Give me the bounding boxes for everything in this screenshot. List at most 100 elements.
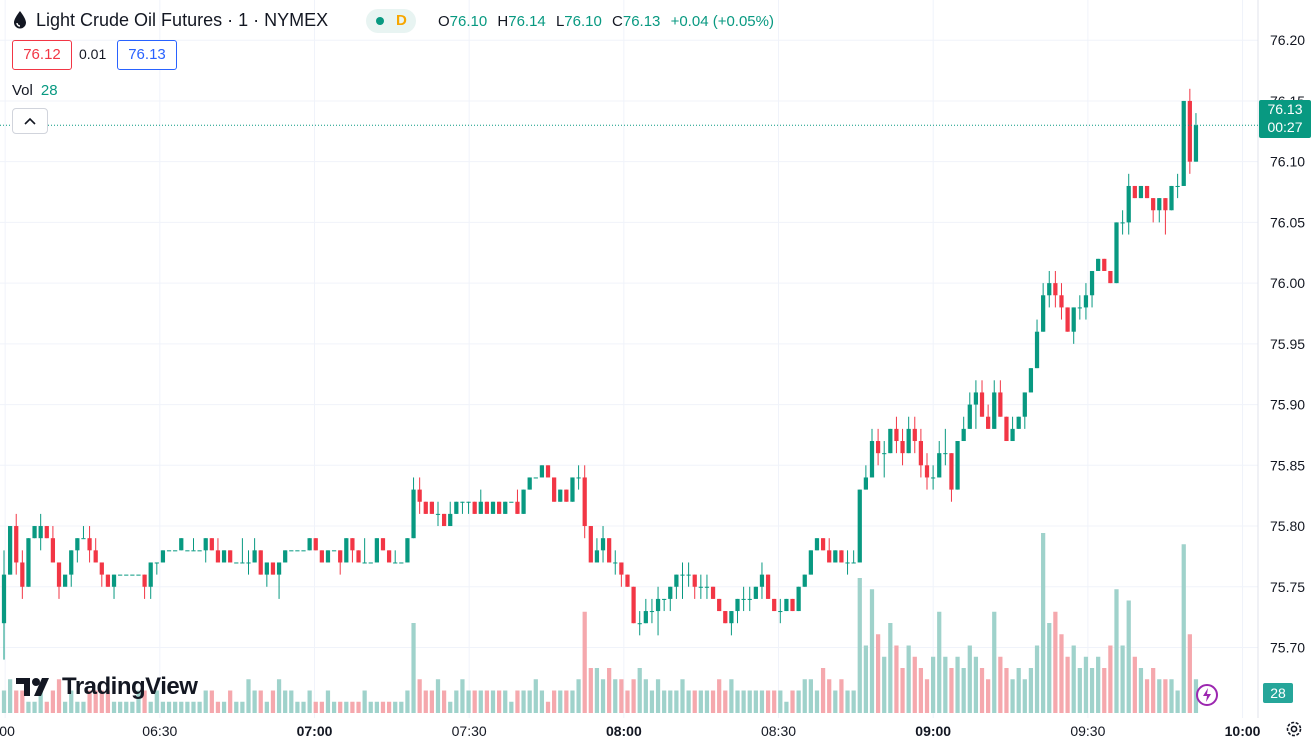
- volume-bar: [399, 701, 404, 713]
- volume-bar: [32, 701, 37, 713]
- volume-value: 28: [40, 82, 58, 99]
- candle: [142, 574, 147, 599]
- candle: [75, 538, 80, 563]
- candle: [1077, 295, 1082, 320]
- candle: [435, 501, 441, 527]
- candle: [405, 538, 410, 563]
- volume-bar: [75, 701, 80, 713]
- volume-bar: [289, 690, 294, 713]
- price-tick-label: 76.00: [1270, 275, 1305, 291]
- volume-bar: [637, 668, 642, 713]
- collapse-legend-button[interactable]: [12, 108, 48, 134]
- volume-bar: [668, 690, 673, 713]
- volume-bar: [961, 668, 966, 713]
- volume-bar: [1175, 690, 1180, 713]
- market-status-chip[interactable]: D: [366, 9, 416, 33]
- candle: [197, 550, 202, 552]
- volume-bar: [503, 690, 508, 713]
- volume-bar: [69, 690, 74, 713]
- volume-bar: [894, 645, 899, 713]
- volume-bar: [393, 701, 398, 713]
- volume-bar: [625, 690, 630, 713]
- last-price-label: 76.13 00:27: [1259, 100, 1311, 138]
- volume-bar: [1108, 645, 1113, 713]
- volume-bar: [1077, 668, 1082, 713]
- candle: [1132, 185, 1137, 199]
- candle: [552, 477, 557, 502]
- volume-bar: [325, 690, 331, 713]
- candle: [246, 550, 251, 575]
- candle: [344, 538, 349, 563]
- volume-bar: [154, 690, 159, 713]
- candle: [772, 598, 777, 612]
- gear-icon[interactable]: [1284, 719, 1304, 739]
- volume-bar: [790, 690, 795, 713]
- buy-price-button[interactable]: 76.13: [117, 40, 177, 70]
- candle: [900, 428, 905, 466]
- volume-bar: [466, 690, 471, 713]
- candle: [111, 574, 117, 599]
- candle: [967, 392, 972, 429]
- volume-bar: [283, 690, 288, 713]
- lightning-icon[interactable]: [1196, 684, 1218, 706]
- volume-bar: [44, 701, 49, 713]
- time-tick-label: 09:30: [1070, 723, 1105, 739]
- candle: [759, 562, 765, 599]
- candle: [918, 428, 924, 478]
- symbol-title[interactable]: Light Crude Oil Futures · 1 · NYMEX: [36, 10, 329, 30]
- volume-bar: [1163, 679, 1168, 713]
- candle: [1108, 270, 1113, 284]
- volume-bar: [784, 701, 789, 713]
- candle: [1181, 100, 1186, 186]
- volume-bar: [197, 701, 202, 713]
- candle: [1, 550, 7, 660]
- volume-bar: [967, 645, 972, 713]
- volume-bar: [704, 690, 710, 713]
- candle: [717, 598, 722, 612]
- candlesticks: [1, 88, 1199, 660]
- volume-bar: [802, 679, 807, 713]
- oil-drop-icon: [14, 11, 26, 29]
- time-tick-label: 08:30: [761, 723, 796, 739]
- volume-bar: [594, 668, 600, 713]
- candle: [1089, 270, 1095, 308]
- candle: [613, 550, 618, 575]
- volume-bar: [338, 701, 343, 713]
- candle: [478, 489, 483, 514]
- volume-bar: [558, 690, 563, 713]
- candle: [460, 501, 465, 514]
- volume-bar: [276, 679, 282, 713]
- candle: [1022, 392, 1027, 429]
- candle: [448, 501, 453, 527]
- volume-bar: [686, 690, 691, 713]
- candle: [906, 416, 911, 454]
- volume-bar: [221, 701, 227, 713]
- candle: [600, 526, 606, 563]
- sell-price-button[interactable]: 76.12: [12, 40, 72, 70]
- price-tick-label: 75.70: [1270, 639, 1305, 655]
- volume-bar: [839, 679, 844, 713]
- candle: [1175, 173, 1180, 199]
- volume-bar: [26, 701, 31, 713]
- candle: [179, 538, 184, 551]
- volume-bar: [344, 701, 349, 713]
- volume-bar: [869, 589, 875, 713]
- volume-bar: [509, 701, 514, 713]
- volume-bar: [649, 690, 655, 713]
- candle: [894, 416, 899, 454]
- volume-bar: [448, 701, 453, 713]
- candle: [637, 611, 642, 636]
- candle: [118, 574, 123, 576]
- volume-bar: [1157, 679, 1162, 713]
- volume-bar: [148, 701, 153, 713]
- tradingview-logo[interactable]: TradingView: [16, 672, 198, 702]
- candle: [875, 428, 881, 466]
- volume-bar: [124, 701, 129, 713]
- volume-bar: [820, 668, 826, 713]
- volume-bar: [356, 701, 361, 713]
- candle: [820, 538, 826, 551]
- time-axis[interactable]: :00 06:30 07:00 07:30 08:00 08:30 09:00 09:30 10…: [0, 723, 1261, 739]
- candle: [674, 574, 679, 599]
- volume-bar: [992, 611, 997, 713]
